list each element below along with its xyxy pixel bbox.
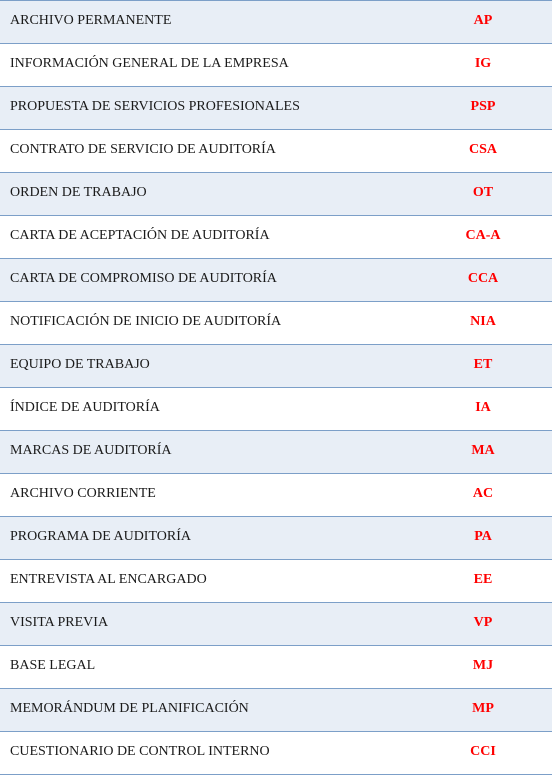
row-code: CA-A <box>414 216 552 259</box>
table-row: ÍNDICE DE AUDITORÍA IA <box>0 388 552 431</box>
row-code: EE <box>414 560 552 603</box>
row-code: CCA <box>414 259 552 302</box>
row-desc: BASE LEGAL <box>0 646 414 689</box>
row-desc: VISITA PREVIA <box>0 603 414 646</box>
row-desc: PROGRAMA DE AUDITORÍA <box>0 517 414 560</box>
row-code: MA <box>414 431 552 474</box>
table-row: VISITA PREVIA VP <box>0 603 552 646</box>
row-code: AC <box>414 474 552 517</box>
row-desc: CARTA DE ACEPTACIÓN DE AUDITORÍA <box>0 216 414 259</box>
table-row: ARCHIVO CORRIENTE AC <box>0 474 552 517</box>
row-desc: NOTIFICACIÓN DE INICIO DE AUDITORÍA <box>0 302 414 345</box>
audit-index-table: ARCHIVO PERMANENTE AP INFORMACIÓN GENERA… <box>0 0 552 775</box>
row-desc: CARTA DE COMPROMISO DE AUDITORÍA <box>0 259 414 302</box>
row-code: CCI <box>414 732 552 775</box>
row-code: ET <box>414 345 552 388</box>
table-row: CONTRATO DE SERVICIO DE AUDITORÍA CSA <box>0 130 552 173</box>
table-row: CARTA DE ACEPTACIÓN DE AUDITORÍA CA-A <box>0 216 552 259</box>
table-row: MEMORÁNDUM DE PLANIFICACIÓN MP <box>0 689 552 732</box>
row-code: IA <box>414 388 552 431</box>
row-code: AP <box>414 1 552 44</box>
table-row: EQUIPO DE TRABAJO ET <box>0 345 552 388</box>
index-table: ARCHIVO PERMANENTE AP INFORMACIÓN GENERA… <box>0 0 552 775</box>
row-desc: INFORMACIÓN GENERAL DE LA EMPRESA <box>0 44 414 87</box>
table-row: PROPUESTA DE SERVICIOS PROFESIONALES PSP <box>0 87 552 130</box>
row-code: MJ <box>414 646 552 689</box>
row-desc: CONTRATO DE SERVICIO DE AUDITORÍA <box>0 130 414 173</box>
table-row: ORDEN DE TRABAJO OT <box>0 173 552 216</box>
table-row: INFORMACIÓN GENERAL DE LA EMPRESA IG <box>0 44 552 87</box>
row-desc: ARCHIVO CORRIENTE <box>0 474 414 517</box>
row-code: MP <box>414 689 552 732</box>
table-row: CUESTIONARIO DE CONTROL INTERNO CCI <box>0 732 552 775</box>
row-desc: ENTREVISTA AL ENCARGADO <box>0 560 414 603</box>
row-code: PSP <box>414 87 552 130</box>
row-code: CSA <box>414 130 552 173</box>
table-row: CARTA DE COMPROMISO DE AUDITORÍA CCA <box>0 259 552 302</box>
table-row: MARCAS DE AUDITORÍA MA <box>0 431 552 474</box>
row-desc: EQUIPO DE TRABAJO <box>0 345 414 388</box>
row-desc: CUESTIONARIO DE CONTROL INTERNO <box>0 732 414 775</box>
table-row: PROGRAMA DE AUDITORÍA PA <box>0 517 552 560</box>
row-desc: MEMORÁNDUM DE PLANIFICACIÓN <box>0 689 414 732</box>
table-row: BASE LEGAL MJ <box>0 646 552 689</box>
table-row: NOTIFICACIÓN DE INICIO DE AUDITORÍA NIA <box>0 302 552 345</box>
row-desc: PROPUESTA DE SERVICIOS PROFESIONALES <box>0 87 414 130</box>
row-code: IG <box>414 44 552 87</box>
row-desc: MARCAS DE AUDITORÍA <box>0 431 414 474</box>
row-code: VP <box>414 603 552 646</box>
row-code: OT <box>414 173 552 216</box>
table-row: ENTREVISTA AL ENCARGADO EE <box>0 560 552 603</box>
row-desc: ÍNDICE DE AUDITORÍA <box>0 388 414 431</box>
index-table-body: ARCHIVO PERMANENTE AP INFORMACIÓN GENERA… <box>0 1 552 775</box>
row-desc: ARCHIVO PERMANENTE <box>0 1 414 44</box>
row-code: NIA <box>414 302 552 345</box>
table-row: ARCHIVO PERMANENTE AP <box>0 1 552 44</box>
row-desc: ORDEN DE TRABAJO <box>0 173 414 216</box>
row-code: PA <box>414 517 552 560</box>
